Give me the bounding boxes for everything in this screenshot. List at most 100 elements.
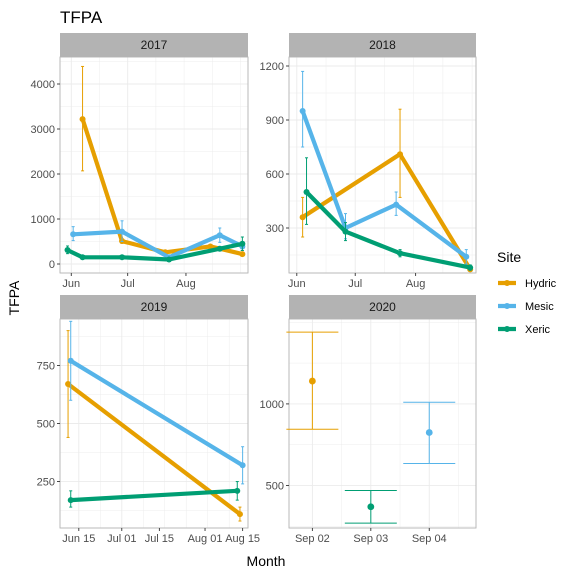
- data-point: [397, 151, 404, 158]
- data-point: [239, 240, 246, 247]
- panel-2019: 2019 250 500 750 Jun 15 Jul 01 Jul 15 Aug 01 Aug…: [37, 295, 260, 545]
- x-tick-label: Jun: [62, 278, 80, 290]
- y-tick-label: 600: [266, 169, 284, 181]
- data-point: [467, 264, 474, 271]
- data-point: [463, 253, 470, 260]
- series-line: [70, 488, 238, 503]
- series-mesic: [67, 320, 246, 485]
- data-point: [216, 245, 223, 252]
- series-xeric: [344, 489, 397, 524]
- y-tick-label: 4000: [31, 79, 55, 91]
- data-point: [79, 116, 86, 123]
- plot-border: [288, 318, 477, 529]
- legend-key-point: [504, 326, 510, 332]
- data-point: [64, 247, 71, 254]
- data-point: [67, 497, 74, 504]
- data-point: [166, 256, 173, 263]
- x-tick-label: Jul: [348, 278, 362, 290]
- data-point: [425, 429, 433, 436]
- legend-key-point: [504, 280, 510, 286]
- data-point: [397, 250, 404, 257]
- y-tick-label: 500: [37, 419, 55, 431]
- series-xeric: [303, 157, 474, 271]
- data-point: [393, 201, 400, 208]
- data-point: [234, 487, 241, 494]
- x-tick-label: Sep 04: [412, 533, 447, 545]
- grid: [289, 57, 476, 273]
- legend: Site Hydric Mesic Xeric: [497, 249, 557, 336]
- data-point: [239, 251, 246, 258]
- grid: [60, 57, 248, 273]
- data-point: [342, 228, 349, 235]
- panel-strip-label: 2020: [369, 300, 396, 314]
- plot-border: [59, 56, 249, 274]
- x-tick-label: Jul 01: [107, 533, 136, 545]
- x-tick-label: Aug: [176, 278, 196, 290]
- data-point: [216, 232, 223, 239]
- plot-border: [288, 56, 477, 274]
- y-tick-label: 500: [266, 481, 284, 493]
- y-axis-title: TFPA: [6, 280, 22, 315]
- y-tick-label: 300: [266, 223, 284, 235]
- series-mesic: [403, 401, 456, 465]
- x-tick-label: Sep 02: [295, 533, 330, 545]
- data-point: [239, 462, 246, 469]
- panel-strip-label: 2018: [369, 38, 396, 52]
- x-tick-label: Aug: [406, 278, 426, 290]
- panel-2017: 2017 0 1000 2000 3000 4000 Jun Jul Aug: [31, 33, 249, 290]
- y-tick-label: 900: [266, 115, 284, 127]
- y-tick-label: 3000: [31, 124, 55, 136]
- y-tick-label: 750: [37, 360, 55, 372]
- series-line: [300, 110, 468, 259]
- legend-item-xeric: Xeric: [498, 324, 551, 336]
- x-tick-label: Jun 15: [62, 533, 95, 545]
- y-tick-label: 2000: [31, 169, 55, 181]
- x-tick-label: Jul 15: [145, 533, 174, 545]
- series-line: [69, 359, 244, 468]
- series-xeric: [64, 236, 246, 263]
- data-point: [303, 189, 310, 195]
- data-point: [79, 254, 86, 261]
- legend-label: Xeric: [525, 324, 551, 336]
- x-tick-label: Jun: [288, 278, 306, 290]
- y-tick-label: 250: [37, 477, 55, 489]
- data-point: [299, 108, 306, 114]
- panel-strip: [60, 33, 248, 57]
- panel-strip-label: 2019: [141, 300, 168, 314]
- data-point: [67, 357, 74, 364]
- data-point: [367, 503, 375, 511]
- data-point: [119, 228, 126, 235]
- panel-strip: [289, 33, 476, 57]
- legend-item-mesic: Mesic: [498, 301, 554, 313]
- legend-label: Mesic: [525, 301, 554, 313]
- y-tick-label: 0: [49, 259, 55, 271]
- panels: 2017 0 1000 2000 3000 4000 Jun Jul Aug 2018 300 600…: [31, 33, 477, 545]
- data-point: [207, 243, 214, 250]
- legend-item-hydric: Hydric: [498, 278, 557, 290]
- y-tick-label: 1000: [31, 214, 55, 226]
- legend-label: Hydric: [525, 278, 557, 290]
- panel-strip-label: 2017: [141, 38, 168, 52]
- legend-key-point: [504, 303, 510, 309]
- y-tick-label: 1200: [260, 61, 284, 73]
- data-point: [70, 231, 77, 238]
- x-tick-label: Aug 15: [225, 533, 260, 545]
- x-axis-title: Month: [247, 553, 286, 569]
- panel-2018: 2018 300 600 900 1200 Jun Jul Aug: [260, 33, 477, 290]
- data-point: [119, 254, 126, 261]
- panel-strip: [289, 295, 476, 319]
- chart-title: TFPA: [60, 8, 103, 27]
- data-point: [308, 377, 316, 385]
- x-tick-label: Jul: [121, 278, 135, 290]
- x-tick-label: Sep 03: [353, 533, 388, 545]
- x-tick-label: Aug 01: [188, 533, 223, 545]
- series-hydric: [286, 331, 339, 430]
- panel-2020: 2020 500 1000 Sep 02 Sep 03 Sep 04: [260, 295, 477, 545]
- y-tick-label: 1000: [260, 399, 284, 411]
- data-point: [299, 214, 306, 221]
- legend-title: Site: [497, 249, 521, 265]
- data-point: [65, 381, 72, 388]
- data-point: [236, 511, 243, 518]
